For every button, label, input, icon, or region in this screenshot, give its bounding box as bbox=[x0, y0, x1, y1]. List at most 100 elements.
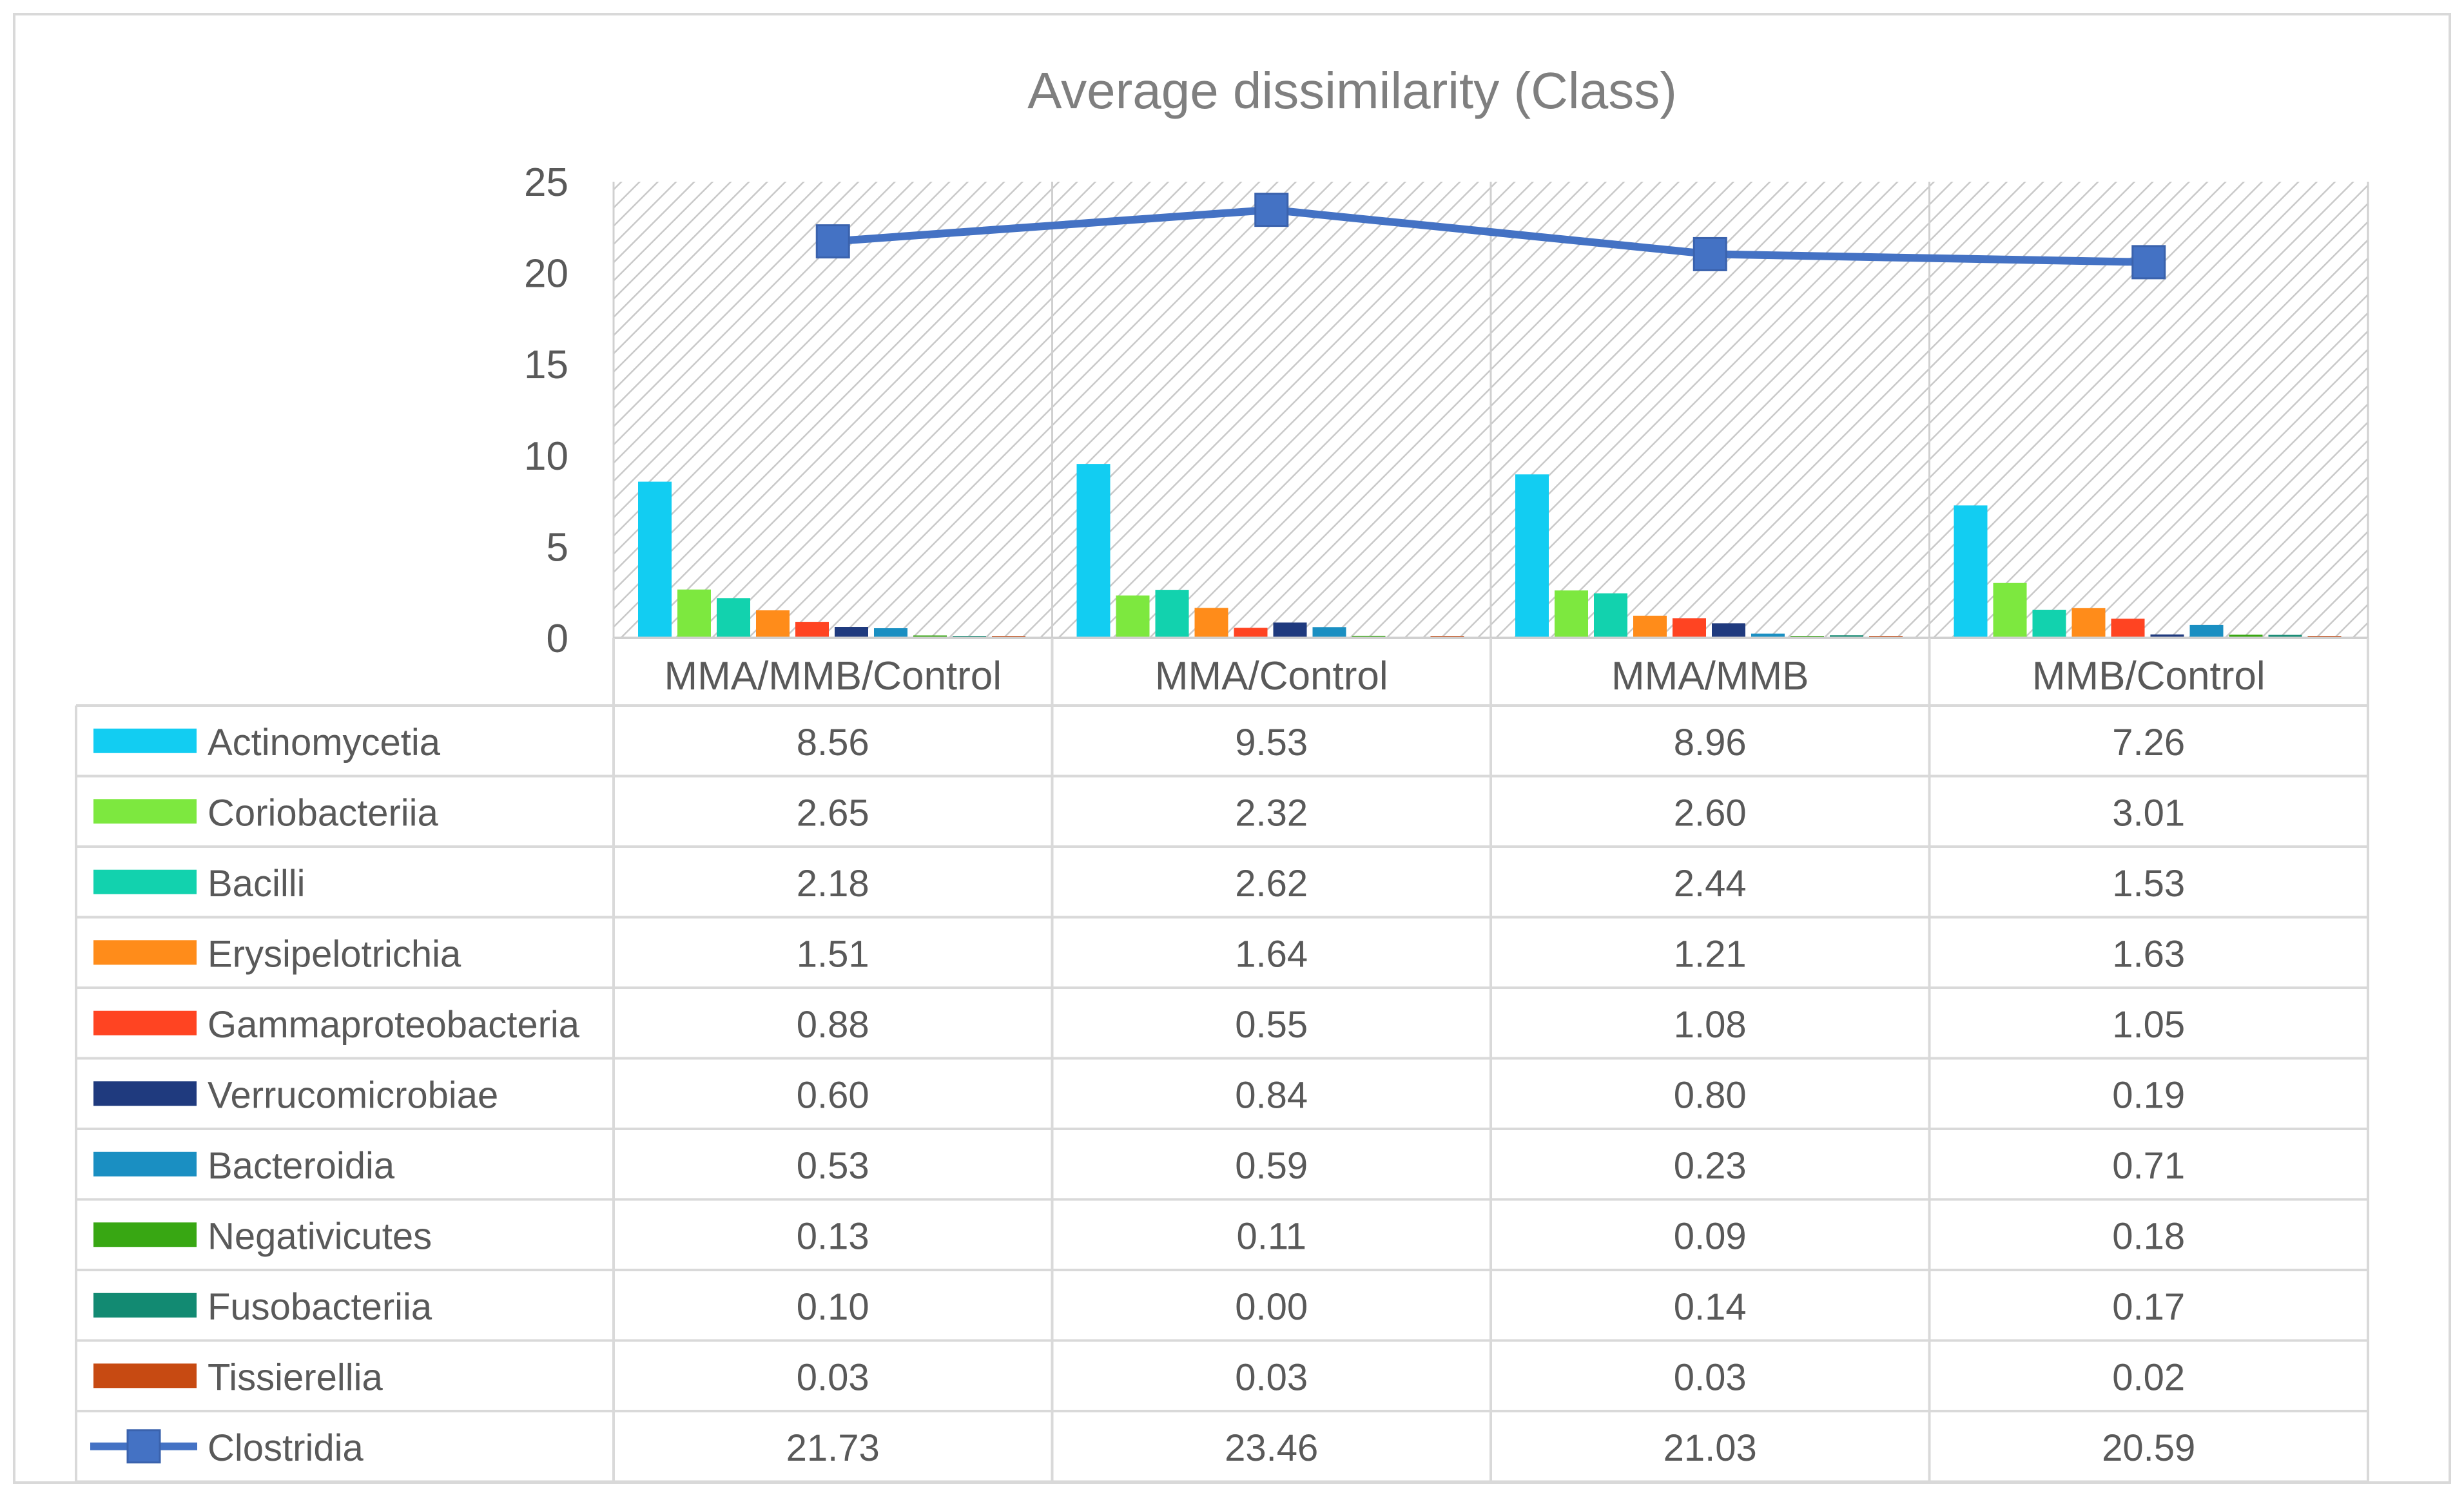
data-label-tissierellia-mmb-control: 0.02 bbox=[2112, 1356, 2185, 1398]
legend-key-negativicutes bbox=[93, 1222, 197, 1247]
bar-coriobacteriia-mma-mmb-control bbox=[677, 589, 711, 638]
data-label-gammaproteobacteria-mma-mmb: 1.08 bbox=[1674, 1004, 1747, 1046]
data-label-bacteroidia-mma-mmb: 0.23 bbox=[1674, 1145, 1747, 1187]
data-label-verrucomicrobiae-mmb-control: 0.19 bbox=[2112, 1074, 2185, 1116]
data-label-fusobacteriia-mma-control: 0.00 bbox=[1235, 1286, 1308, 1328]
data-label-coriobacteriia-mma-mmb: 2.60 bbox=[1674, 792, 1747, 834]
y-tick-label: 5 bbox=[547, 525, 568, 570]
data-label-coriobacteriia-mma-mmb-control: 2.65 bbox=[797, 792, 869, 834]
bar-coriobacteriia-mma-control bbox=[1116, 595, 1150, 638]
category-label-mma-mmb: MMA/MMB bbox=[1611, 654, 1809, 698]
bar-negativicutes-mmb-control bbox=[2229, 634, 2263, 638]
data-label-tissierellia-mma-mmb-control: 0.03 bbox=[797, 1356, 869, 1398]
bar-fusobacteriia-mmb-control bbox=[2268, 635, 2302, 638]
table-row-negativicutes: Negativicutes 0.13 0.11 0.09 0.18 bbox=[93, 1215, 2185, 1257]
y-tick-label: 25 bbox=[524, 160, 568, 205]
table-row-actinomycetia: Actinomycetia 8.56 9.53 8.96 7.26 bbox=[93, 722, 2185, 764]
legend-key-gammaproteobacteria bbox=[93, 1010, 197, 1035]
bar-bacteroidia-mma-mmb bbox=[1751, 633, 1785, 638]
bar-bacteroidia-mma-control bbox=[1312, 627, 1346, 638]
data-label-gammaproteobacteria-mma-control: 0.55 bbox=[1235, 1004, 1308, 1046]
point-clostridia-mma-mmb-control bbox=[815, 224, 850, 259]
category-label-mmb-control: MMB/Control bbox=[2032, 654, 2265, 698]
data-label-clostridia-mma-control: 23.46 bbox=[1225, 1427, 1318, 1469]
y-axis: 0 5 10 15 20 25 bbox=[524, 160, 568, 661]
legend-label-coriobacteriia: Coriobacteriia bbox=[208, 792, 439, 834]
legend-key-bacteroidia bbox=[93, 1151, 197, 1177]
bar-coriobacteriia-mmb-control bbox=[1993, 582, 2027, 638]
data-table: MMA/MMB/Control MMA/Control MMA/MMB MMB/Con… bbox=[75, 638, 2369, 1483]
data-label-fusobacteriia-mma-mmb-control: 0.10 bbox=[797, 1286, 869, 1328]
data-label-coriobacteriia-mmb-control: 3.01 bbox=[2112, 792, 2185, 834]
data-label-verrucomicrobiae-mma-control: 0.84 bbox=[1235, 1074, 1308, 1116]
bar-verrucomicrobiae-mma-mmb-control bbox=[835, 627, 868, 638]
legend-key-bacilli bbox=[93, 869, 197, 894]
legend-key-tissierellia bbox=[93, 1363, 197, 1389]
data-label-bacilli-mma-control: 2.62 bbox=[1235, 863, 1308, 905]
data-label-negativicutes-mma-mmb-control: 0.13 bbox=[797, 1215, 869, 1257]
bar-actinomycetia-mma-mmb-control bbox=[638, 481, 672, 638]
legend-label-clostridia: Clostridia bbox=[208, 1427, 364, 1469]
table-row-verrucomicrobiae: Verrucomicrobiae 0.60 0.84 0.80 0.19 bbox=[93, 1074, 2185, 1116]
bar-erysipelotrichia-mmb-control bbox=[2071, 608, 2106, 638]
bar-bacilli-mma-mmb-control bbox=[717, 598, 750, 638]
legend-label-bacilli: Bacilli bbox=[208, 863, 306, 905]
data-label-bacteroidia-mma-control: 0.59 bbox=[1235, 1145, 1308, 1187]
bar-coriobacteriia-mma-mmb bbox=[1555, 590, 1588, 638]
data-label-bacilli-mma-mmb-control: 2.18 bbox=[797, 863, 869, 905]
data-label-verrucomicrobiae-mma-mmb-control: 0.60 bbox=[797, 1074, 869, 1116]
table-row-erysipelotrichia: Erysipelotrichia 1.51 1.64 1.21 1.63 bbox=[93, 933, 2185, 975]
point-clostridia-mmb-control bbox=[2131, 245, 2166, 280]
data-label-negativicutes-mmb-control: 0.18 bbox=[2112, 1215, 2185, 1257]
legend-label-gammaproteobacteria: Gammaproteobacteria bbox=[208, 1004, 580, 1046]
bar-bacteroidia-mma-mmb-control bbox=[874, 628, 907, 638]
chart-title: Average dissimilarity (Class) bbox=[1027, 62, 1677, 119]
data-label-fusobacteriia-mma-mmb: 0.14 bbox=[1674, 1286, 1747, 1328]
legend-key-coriobacteriia bbox=[93, 799, 197, 824]
y-tick-label: 10 bbox=[524, 434, 568, 479]
bar-verrucomicrobiae-mma-mmb bbox=[1712, 623, 1745, 638]
legend-label-actinomycetia: Actinomycetia bbox=[208, 722, 441, 764]
bar-gammaproteobacteria-mma-mmb bbox=[1673, 618, 1706, 638]
legend-key-erysipelotrichia bbox=[93, 940, 197, 965]
bar-gammaproteobacteria-mmb-control bbox=[2111, 619, 2145, 638]
data-label-tissierellia-mma-mmb: 0.03 bbox=[1674, 1356, 1747, 1398]
data-label-actinomycetia-mmb-control: 7.26 bbox=[2112, 722, 2185, 764]
table-row-bacilli: Bacilli 2.18 2.62 2.44 1.53 bbox=[93, 863, 2185, 905]
bar-bacilli-mma-mmb bbox=[1594, 593, 1627, 638]
table-row-fusobacteriia: Fusobacteriia 0.10 0.00 0.14 0.17 bbox=[93, 1286, 2185, 1328]
legend-key-actinomycetia bbox=[93, 728, 197, 753]
point-clostridia-mma-control bbox=[1254, 193, 1289, 227]
data-label-fusobacteriia-mmb-control: 0.17 bbox=[2112, 1286, 2185, 1328]
data-label-clostridia-mmb-control: 20.59 bbox=[2102, 1427, 2195, 1469]
data-label-negativicutes-mma-control: 0.11 bbox=[1236, 1215, 1306, 1257]
bar-gammaproteobacteria-mma-control bbox=[1234, 628, 1268, 638]
bar-verrucomicrobiae-mma-control bbox=[1273, 622, 1307, 638]
bar-bacilli-mma-control bbox=[1155, 590, 1189, 638]
bar-actinomycetia-mma-mmb bbox=[1515, 474, 1549, 638]
data-label-gammaproteobacteria-mma-mmb-control: 0.88 bbox=[797, 1004, 869, 1046]
data-label-clostridia-mma-mmb-control: 21.73 bbox=[786, 1427, 880, 1469]
data-label-clostridia-mma-mmb: 21.03 bbox=[1664, 1427, 1757, 1469]
point-clostridia-mma-mmb bbox=[1693, 236, 1727, 271]
category-label-mma-mmb-control: MMA/MMB/Control bbox=[664, 654, 1002, 698]
legend-label-negativicutes: Negativicutes bbox=[208, 1215, 432, 1257]
data-label-actinomycetia-mma-mmb: 8.96 bbox=[1674, 722, 1747, 764]
data-label-bacilli-mmb-control: 1.53 bbox=[2112, 863, 2185, 905]
data-label-bacteroidia-mma-mmb-control: 0.53 bbox=[797, 1145, 869, 1187]
table-row-coriobacteriia: Coriobacteriia 2.65 2.32 2.60 3.01 bbox=[93, 792, 2185, 834]
data-label-actinomycetia-mma-control: 9.53 bbox=[1235, 722, 1308, 764]
bar-actinomycetia-mmb-control bbox=[1954, 505, 1988, 638]
legend-key-fusobacteriia bbox=[93, 1293, 197, 1318]
data-label-gammaproteobacteria-mmb-control: 1.05 bbox=[2112, 1004, 2185, 1046]
bar-gammaproteobacteria-mma-mmb-control bbox=[795, 622, 829, 638]
table-row-tissierellia: Tissierellia 0.03 0.03 0.03 0.02 bbox=[93, 1356, 2185, 1398]
data-label-bacteroidia-mmb-control: 0.71 bbox=[2112, 1145, 2185, 1187]
bar-erysipelotrichia-mma-control bbox=[1194, 608, 1228, 638]
table-row-gammaproteobacteria: Gammaproteobacteria 0.88 0.55 1.08 1.05 bbox=[93, 1004, 2185, 1046]
data-label-coriobacteriia-mma-control: 2.32 bbox=[1235, 792, 1308, 834]
y-tick-label: 0 bbox=[547, 617, 568, 661]
legend-label-erysipelotrichia: Erysipelotrichia bbox=[208, 933, 461, 975]
